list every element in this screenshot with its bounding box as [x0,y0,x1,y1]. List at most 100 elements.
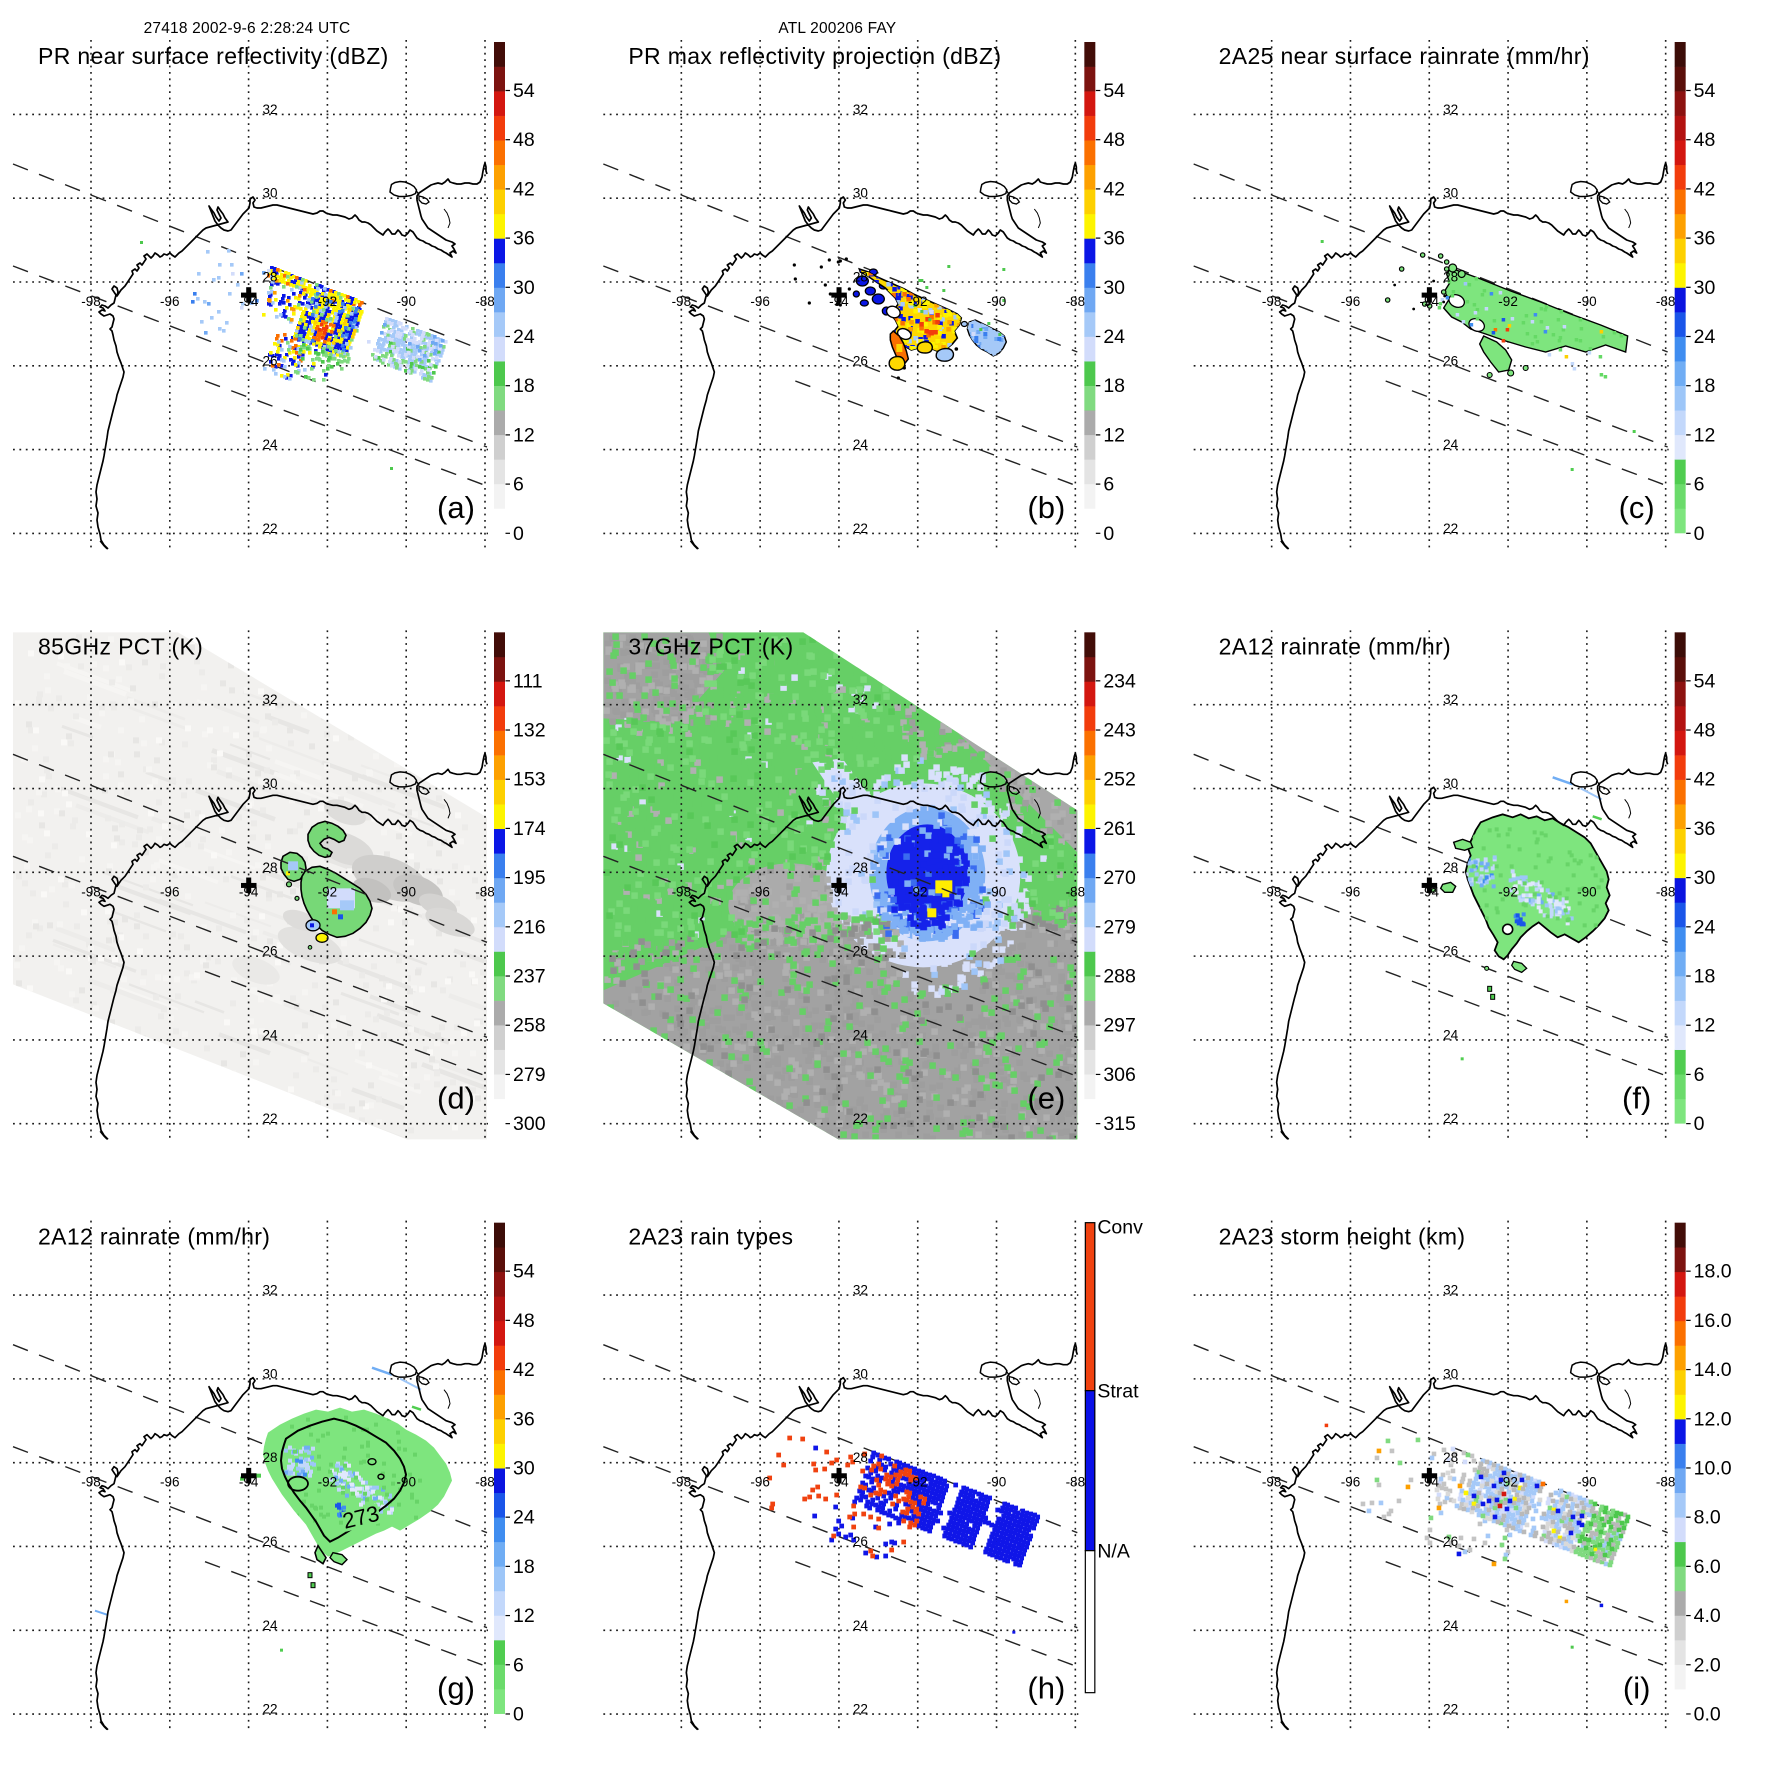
svg-text:306: 306 [1103,1064,1136,1086]
svg-text:N/A: N/A [1097,1541,1130,1563]
svg-text:36: 36 [1694,228,1716,250]
svg-text:-98: -98 [1262,1475,1282,1490]
svg-text:-90: -90 [987,884,1007,899]
svg-text:2A12 rainrate (mm/hr): 2A12 rainrate (mm/hr) [1219,633,1451,659]
svg-text:42: 42 [1694,178,1716,200]
svg-text:-98: -98 [1262,294,1282,309]
svg-text:288: 288 [1103,966,1136,988]
svg-text:-98: -98 [672,1475,692,1490]
svg-text:-92: -92 [318,294,338,309]
svg-text:-92: -92 [318,884,338,899]
svg-text:32: 32 [853,1283,868,1298]
svg-text:(h): (h) [1027,1671,1065,1706]
svg-text:28: 28 [1443,860,1458,875]
svg-text:(c): (c) [1619,490,1655,525]
svg-text:-88: -88 [1656,884,1676,899]
svg-text:252: 252 [1103,769,1136,791]
svg-text:16.0: 16.0 [1694,1310,1732,1332]
svg-text:22: 22 [263,1702,278,1717]
svg-text:22: 22 [263,1111,278,1126]
svg-text:Conv: Conv [1097,1217,1143,1239]
svg-text:-92: -92 [1498,1475,1518,1490]
svg-text:42: 42 [513,1359,535,1381]
svg-text:24: 24 [1443,437,1459,452]
svg-text:2A23 rain types: 2A23 rain types [628,1224,793,1250]
svg-text:26: 26 [853,1534,868,1549]
svg-text:PR max reflectivity projection: PR max reflectivity projection (dBZ) [628,43,1001,69]
svg-text:-92: -92 [318,1475,338,1490]
svg-text:2.0: 2.0 [1694,1654,1721,1676]
svg-text:-90: -90 [396,294,416,309]
svg-text:24: 24 [1694,326,1716,348]
svg-text:12.0: 12.0 [1694,1408,1732,1430]
svg-text:26: 26 [263,353,278,368]
svg-text:-92: -92 [1498,884,1518,899]
svg-text:234: 234 [1103,670,1136,692]
svg-text:24: 24 [1443,1027,1459,1042]
svg-text:8.0: 8.0 [1694,1507,1721,1529]
svg-text:18: 18 [1694,375,1716,397]
svg-text:42: 42 [513,178,535,200]
svg-text:30: 30 [263,1366,278,1381]
svg-text:26: 26 [263,1534,278,1549]
svg-text:30: 30 [853,1366,868,1381]
svg-text:300: 300 [513,1113,546,1135]
svg-text:-88: -88 [475,884,495,899]
svg-text:26: 26 [1443,1534,1458,1549]
svg-text:30: 30 [513,1457,535,1479]
svg-text:-88: -88 [1066,294,1086,309]
svg-text:32: 32 [1443,102,1458,117]
svg-text:48: 48 [1103,129,1125,151]
svg-text:237: 237 [513,966,546,988]
svg-text:12: 12 [1694,424,1716,446]
svg-text:12: 12 [513,424,535,446]
svg-text:22: 22 [263,521,278,536]
svg-text:12: 12 [1694,1015,1716,1037]
svg-text:37GHz PCT (K): 37GHz PCT (K) [628,633,793,659]
svg-text:36: 36 [513,228,535,250]
svg-text:(a): (a) [437,490,475,525]
svg-text:28: 28 [853,270,868,285]
svg-text:22: 22 [853,521,868,536]
svg-text:24: 24 [263,1027,279,1042]
svg-text:279: 279 [513,1064,546,1086]
svg-text:26: 26 [1443,353,1458,368]
svg-text:195: 195 [513,867,546,889]
svg-text:28: 28 [263,270,278,285]
svg-text:216: 216 [513,916,546,938]
svg-text:-90: -90 [1577,1475,1597,1490]
svg-text:10.0: 10.0 [1694,1457,1732,1479]
svg-text:243: 243 [1103,720,1136,742]
svg-text:26: 26 [263,944,278,959]
svg-text:6: 6 [1694,474,1705,496]
svg-text:54: 54 [513,80,535,102]
svg-text:-98: -98 [81,294,101,309]
svg-text:0: 0 [513,1703,524,1725]
svg-text:PR near surface reflectivity (: PR near surface reflectivity (dBZ) [38,43,389,69]
svg-text:174: 174 [513,818,546,840]
svg-text:2A23 storm height (km): 2A23 storm height (km) [1219,1224,1466,1250]
svg-text:32: 32 [263,1283,278,1298]
svg-text:24: 24 [853,437,869,452]
svg-text:30: 30 [263,776,278,791]
svg-text:-88: -88 [475,294,495,309]
svg-text:28: 28 [1443,1450,1458,1465]
svg-text:26: 26 [853,944,868,959]
svg-text:2A25 near surface rainrate (mm: 2A25 near surface rainrate (mm/hr) [1219,43,1590,69]
svg-text:-96: -96 [1341,294,1361,309]
svg-text:30: 30 [1443,186,1458,201]
svg-text:42: 42 [1694,769,1716,791]
svg-text:-90: -90 [1577,294,1597,309]
svg-text:18: 18 [1103,375,1125,397]
svg-text:27418 2002-9-6 2:28:24 UTC: 27418 2002-9-6 2:28:24 UTC [144,20,351,37]
svg-text:-88: -88 [1066,1475,1086,1490]
svg-text:(e): (e) [1027,1080,1065,1115]
svg-text:28: 28 [853,1450,868,1465]
svg-text:22: 22 [1443,1702,1458,1717]
svg-text:14.0: 14.0 [1694,1359,1732,1381]
svg-text:-96: -96 [1341,1475,1361,1490]
svg-text:(b): (b) [1027,490,1065,525]
svg-text:(d): (d) [437,1080,475,1115]
svg-text:-98: -98 [672,884,692,899]
svg-text:-92: -92 [1498,294,1518,309]
